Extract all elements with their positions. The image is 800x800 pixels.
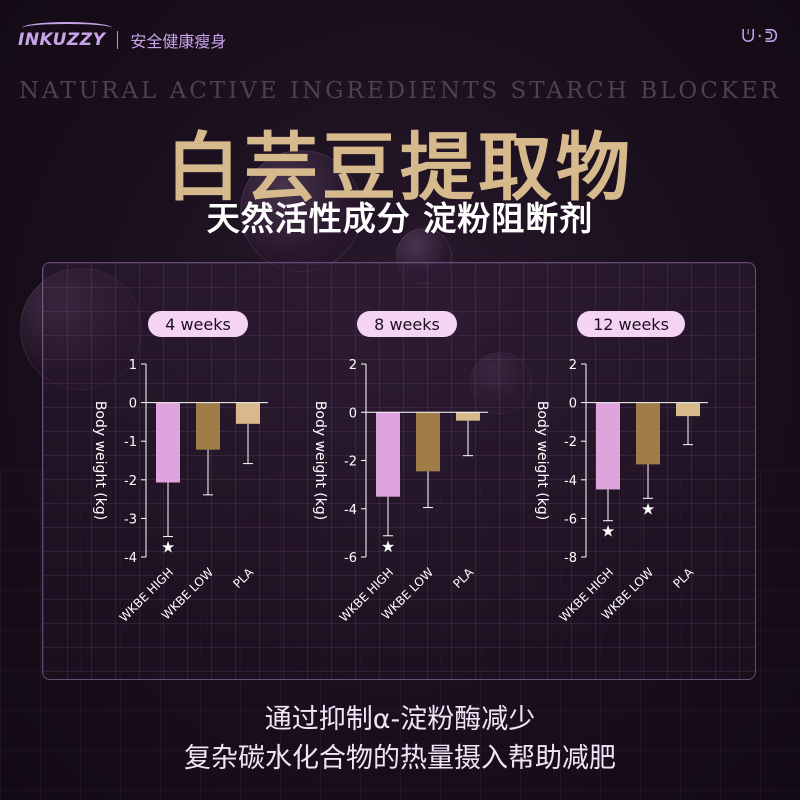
y-tick-label: -2 <box>344 455 357 470</box>
footer-line-1: 通过抑制α-淀粉酶减少 <box>264 704 536 735</box>
y-tick-label: 0 <box>569 397 577 412</box>
logo-swoosh <box>22 22 112 34</box>
y-tick-label: -8 <box>564 551 577 566</box>
significance-star: ★ <box>601 522 615 541</box>
y-tick-label: 1 <box>129 358 137 373</box>
page-subtitle: 天然活性成分 淀粉阻断剂 <box>206 199 594 238</box>
y-tick-label: -4 <box>124 551 137 566</box>
y-tick-label: -4 <box>344 503 357 518</box>
y-tick-label: 0 <box>129 397 137 412</box>
bar-wkbe-high <box>376 412 400 497</box>
chart-title-pill <box>577 311 685 337</box>
bar-wkbe-high <box>596 402 620 490</box>
y-tick-label: -4 <box>564 474 577 489</box>
header: INKUZZY 安全健康瘦身 <box>18 22 226 58</box>
x-tick-label: PLA <box>450 565 476 591</box>
x-tick-label: PLA <box>670 565 696 591</box>
chart-title: 12 weeks <box>593 315 669 334</box>
bar-pla <box>456 412 480 421</box>
brand-logo[interactable]: INKUZZY <box>18 22 112 50</box>
y-axis-label: Body weight (kg) <box>534 401 550 520</box>
bar-wkbe-high <box>156 402 180 483</box>
chart-title: 8 weeks <box>374 315 440 334</box>
bar-wkbe-low <box>636 402 660 465</box>
chart-title: 4 weeks <box>165 315 231 334</box>
footer-line-2: 复杂碳水化合物的热量摄入帮助减肥 <box>184 743 616 774</box>
chart-title-pill <box>148 311 248 337</box>
bar-wkbe-low <box>416 412 440 472</box>
y-tick-label: -2 <box>564 435 577 450</box>
brand-tagline: 安全健康瘦身 <box>130 32 227 51</box>
bar-pla <box>676 402 700 417</box>
chart-title-pill <box>357 311 457 337</box>
subtitle-english: NATURAL ACTIVE INGREDIENTS STARCH BLOCKE… <box>18 78 782 104</box>
y-tick-label: -2 <box>124 474 137 489</box>
bar-pla <box>236 402 260 424</box>
y-tick-label: -6 <box>564 512 577 527</box>
y-axis-label: Body weight (kg) <box>92 401 108 520</box>
bar-wkbe-low <box>196 402 220 450</box>
brand-logo-text: INKUZZY <box>18 30 106 50</box>
y-tick-label: -1 <box>124 435 137 450</box>
y-tick-label: -6 <box>344 551 357 566</box>
x-tick-label: PLA <box>230 565 256 591</box>
significance-star: ★ <box>381 537 395 556</box>
decorative-icon: ᕫ·ᕲ <box>741 26 780 47</box>
y-tick-label: 0 <box>349 406 357 421</box>
y-tick-label: 2 <box>349 358 357 373</box>
header-divider <box>117 31 119 49</box>
y-tick-label: -3 <box>124 512 137 527</box>
significance-star: ★ <box>161 538 175 557</box>
y-tick-label: 2 <box>569 358 577 373</box>
significance-star: ★ <box>641 499 655 518</box>
page-title: 白芸豆提取物 <box>166 125 634 211</box>
y-axis-label: Body weight (kg) <box>312 401 328 520</box>
